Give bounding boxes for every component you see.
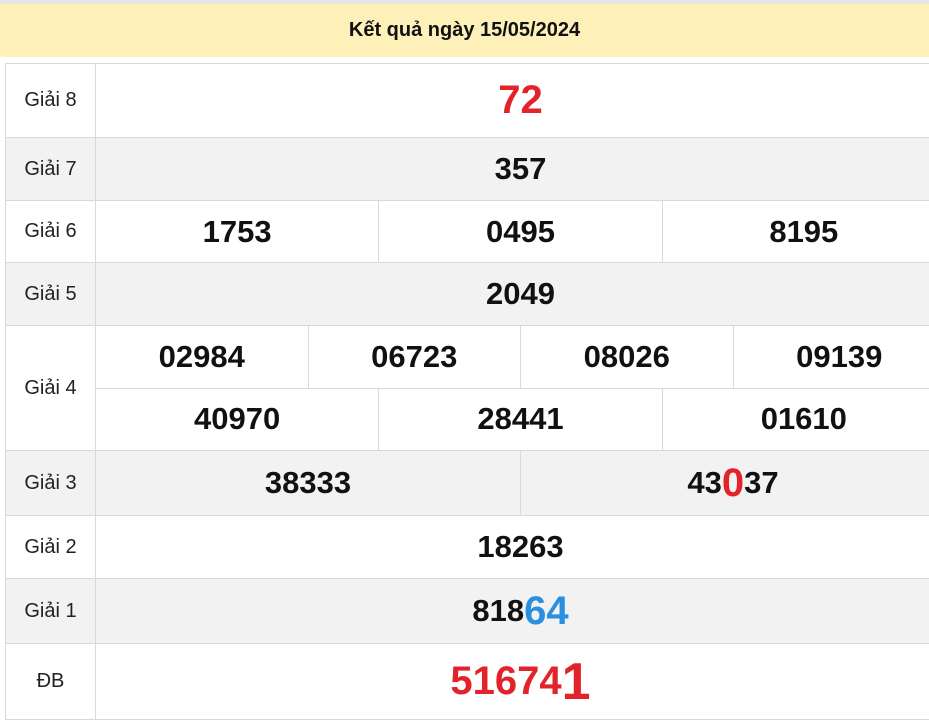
prize-label: Giải 7 — [6, 138, 96, 200]
prize-number: 01610 — [662, 389, 929, 451]
prize-row-2: Giải 2 18263 — [5, 516, 929, 579]
prize-number: 06723 — [308, 326, 521, 388]
results-table: Giải 8 72 Giải 7 357 Giải 6 1753 0495 81… — [5, 63, 929, 720]
prize-number: 18263 — [96, 516, 929, 578]
number-part: 818 — [472, 593, 524, 629]
prize-number: 08026 — [520, 326, 733, 388]
prize-label: Giải 4 — [6, 326, 96, 450]
prize-row-4: Giải 4 02984 06723 08026 09139 40970 284… — [5, 326, 929, 451]
prize-number: 09139 — [733, 326, 929, 388]
prize-label: Giải 1 — [6, 579, 96, 643]
prize-row-5: Giải 5 2049 — [5, 263, 929, 326]
highlight-digit: 0 — [722, 461, 744, 506]
prize-number: 28441 — [378, 389, 661, 451]
prize-label: Giải 2 — [6, 516, 96, 578]
number-part: 37 — [744, 465, 778, 501]
prize-label: ĐB — [6, 644, 96, 719]
prize-number: 357 — [96, 138, 929, 200]
prize-label: Giải 3 — [6, 451, 96, 515]
prize-number: 1753 — [96, 201, 378, 262]
number-part: 43 — [687, 465, 721, 501]
prize-number: 2049 — [96, 263, 929, 325]
highlight-digit: 1 — [562, 652, 591, 712]
prize-label: Giải 6 — [6, 201, 96, 262]
prize-label: Giải 8 — [6, 64, 96, 137]
prize-label: Giải 5 — [6, 263, 96, 325]
prize-number: 40970 — [96, 389, 378, 451]
results-title: Kết quả ngày 15/05/2024 — [0, 4, 929, 57]
prize-row-6: Giải 6 1753 0495 8195 — [5, 201, 929, 263]
prize-number: 38333 — [96, 451, 520, 515]
prize-number: 8195 — [662, 201, 929, 262]
prize-number: 72 — [96, 64, 929, 137]
highlight-digits: 64 — [524, 589, 569, 634]
prize-number: 02984 — [96, 326, 308, 388]
prize-row-8: Giải 8 72 — [5, 64, 929, 138]
prize-row-7: Giải 7 357 — [5, 138, 929, 201]
prize-number: 0495 — [378, 201, 661, 262]
number-part: 51674 — [450, 659, 561, 704]
